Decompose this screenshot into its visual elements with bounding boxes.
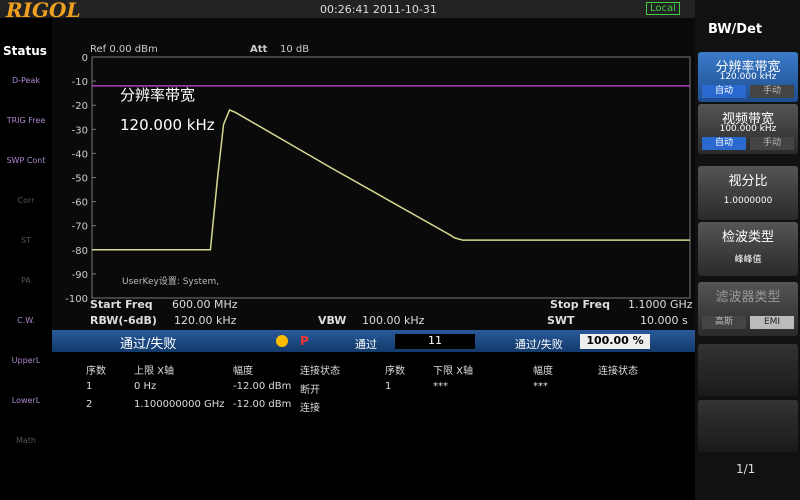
info-rbw-label: RBW(-6dB) [90,314,157,327]
menu-option[interactable]: 自动 [702,137,746,150]
info-vbw-value: 100.00 kHz [362,314,425,327]
info-swt-value: 10.000 s [640,314,688,327]
table-header: 序数 [86,366,106,377]
info-start-value: 600.00 MHz [172,298,238,311]
status-title: Status [3,44,47,58]
menu-value: 峰峰值 [734,255,762,265]
info-swt-label: SWT [547,314,575,327]
status-item: Math [15,436,36,445]
info-rbw-value: 120.00 kHz [174,314,237,327]
menu-value: 100.000 kHz [719,124,777,134]
y-tick-label: -70 [72,222,88,233]
status-item: C.W. [17,316,35,325]
menu-button[interactable] [698,222,798,276]
y-tick-label: -60 [72,198,88,209]
table-cell: *** [433,381,448,392]
table-header: 幅度 [533,366,553,377]
table-cell: 连接 [300,403,320,414]
y-tick-label: -80 [72,246,88,257]
user-key: UserKey设置: System, [122,276,219,287]
table-header: 上限 X轴 [134,366,175,377]
info-vbw-label: VBW [318,314,347,327]
table-header: 序数 [385,366,405,377]
mode: Local [646,2,680,15]
table-header: 连接状态 [598,366,638,377]
play-icon[interactable] [276,335,288,347]
table-cell: 1 [385,381,392,392]
att-value: 10 dB [280,44,309,55]
menu-button[interactable] [698,344,798,396]
info-stop-label: Stop Freq [550,298,611,311]
y-tick-label: -100 [65,294,88,305]
table-header: 幅度 [233,366,253,377]
status-item: SWP Cont [6,156,46,165]
status-item: ST [21,236,31,245]
status-item: TRIG Free [6,116,46,125]
annotation: 分辨率带宽 [120,86,195,104]
menu-value: 120.000 kHz [719,72,777,82]
plot: 0 -10 -20 -30 -40 -50 -60 -70 -80 -90 -100 Ref 0.00… [65,44,691,305]
menu-option[interactable]: 高斯 [702,316,746,329]
pass-value: 11 [395,334,475,349]
menu-option[interactable]: 手动 [750,137,794,150]
logo: RIGOL [6,0,81,22]
menu-option[interactable]: EMI [750,316,794,329]
status-item: UpperL [11,356,41,365]
menu-button[interactable] [698,166,798,220]
menu-label: 视分比 [728,174,768,189]
menu-value: 1.0000000 [723,196,773,206]
table-cell: 1.100000000 GHz [134,399,225,410]
y-tick-label: -30 [72,125,88,136]
info-start-label: Start Freq [90,298,153,311]
passfail-bar [52,330,695,352]
ratio-value: 100.00 % [580,334,650,349]
table-header: 下限 X轴 [433,366,474,377]
y-tick-label: -40 [72,149,88,160]
menu-label: 检波类型 [721,230,774,245]
status-item: Corr [17,196,35,205]
passfail-title: 通过/失败 [120,337,177,352]
menu-page: 1/1 [736,462,756,476]
status-item: LowerL [11,396,41,405]
menu-label: 分辨率带宽 [715,60,781,75]
att-label: Att [250,44,268,55]
menu-label: 滤波器类型 [715,290,781,305]
table-cell: -12.00 dBm [233,399,292,410]
ratio-label: 通过/失败 [515,338,563,351]
table-cell: 0 Hz [134,381,157,392]
menu-option[interactable]: 手动 [750,85,794,98]
table-cell: 1 [86,381,93,392]
status-item: PA [21,276,31,285]
table-header: 连接状态 [300,366,340,377]
y-tick-label: -50 [72,174,88,185]
passfail-indicator: P [300,334,309,348]
table-cell: *** [533,381,548,392]
menu-button[interactable] [698,400,798,452]
datetime: 00:26:41 2011-10-31 [320,3,437,16]
menu-option[interactable]: 自动 [702,85,746,98]
info-stop-value: 1.1000 GHz [628,298,693,311]
menu-title: BW/Det [708,22,763,37]
y-tick-label: 0 [82,53,88,64]
y-tick-label: -90 [72,270,88,281]
y-tick-label: -10 [72,77,88,88]
annotation: 120.000 kHz [120,116,215,134]
menu-label: 视频带宽 [721,112,774,127]
table-cell: 2 [86,399,93,410]
top-bar [0,0,695,18]
status-item: D-Peak [11,76,41,85]
table-cell: 断开 [300,385,320,396]
trace [92,109,690,251]
ref-level: Ref 0.00 dBm [90,44,158,55]
y-tick-label: -20 [72,101,88,112]
table-cell: -12.00 dBm [233,381,292,392]
pass-label: 通过 [355,338,377,351]
plot-area [52,18,695,330]
